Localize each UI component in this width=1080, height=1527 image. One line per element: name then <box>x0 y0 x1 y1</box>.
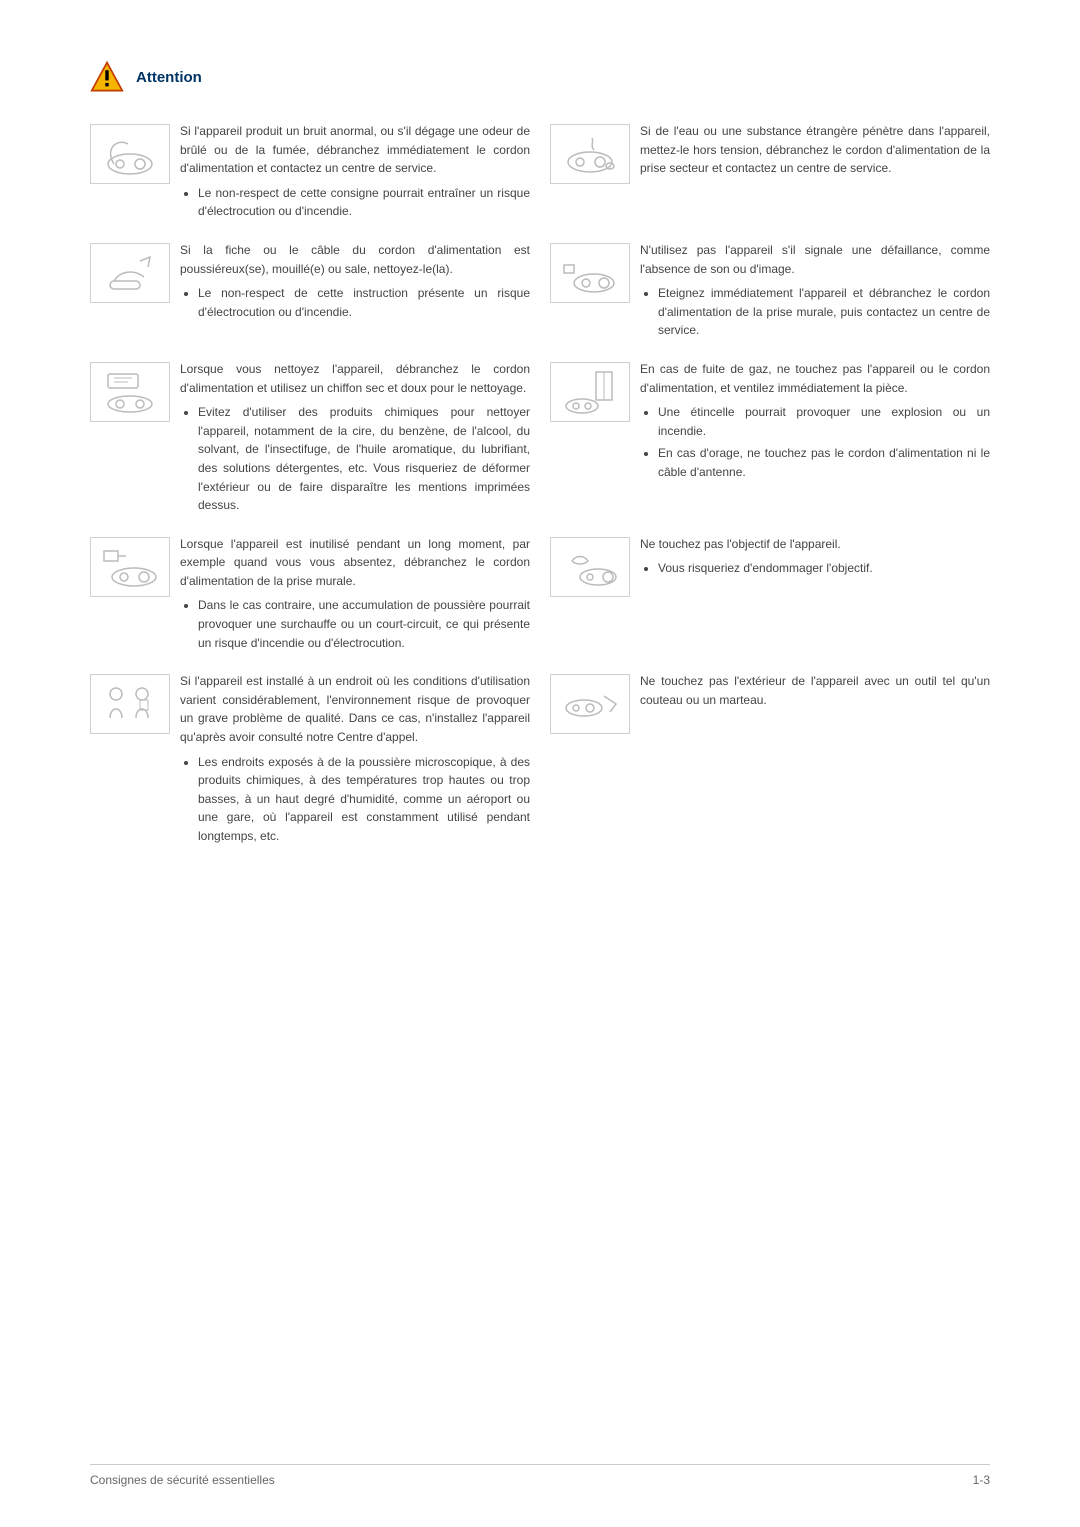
safety-main: Lorsque l'appareil est inutilisé pendant… <box>180 535 530 591</box>
safety-list: Le non-respect de cette consigne pourrai… <box>180 184 530 221</box>
safety-text: Si l'appareil est installé à un endroit … <box>180 672 530 849</box>
safety-bullet: Une étincelle pourrait provoquer une exp… <box>658 403 990 440</box>
safety-main: Si l'appareil produit un bruit anormal, … <box>180 122 530 178</box>
safety-main: Si de l'eau ou une substance étrangère p… <box>640 122 990 178</box>
safety-text: En cas de fuite de gaz, ne touchez pas l… <box>640 360 990 519</box>
safety-main: Si l'appareil est installé à un endroit … <box>180 672 530 746</box>
safety-block: Ne touchez pas l'extérieur de l'appareil… <box>550 672 990 849</box>
safety-main: En cas de fuite de gaz, ne touchez pas l… <box>640 360 990 397</box>
safety-bullet: Eteignez immédiatement l'appareil et déb… <box>658 284 990 340</box>
safety-text: Ne touchez pas l'objectif de l'appareil.… <box>640 535 990 657</box>
safety-text: Ne touchez pas l'extérieur de l'appareil… <box>640 672 990 849</box>
safety-text: Si la fiche ou le câble du cordon d'alim… <box>180 241 530 344</box>
attention-header: Attention <box>90 60 990 94</box>
safety-text: Si de l'eau ou une substance étrangère p… <box>640 122 990 225</box>
safety-main: N'utilisez pas l'appareil s'il signale u… <box>640 241 990 278</box>
safety-block: Ne touchez pas l'objectif de l'appareil.… <box>550 535 990 657</box>
safety-bullet: Dans le cas contraire, une accumulation … <box>198 596 530 652</box>
safety-list: Vous risqueriez d'endommager l'objectif. <box>640 559 990 578</box>
illustration-icon <box>550 362 630 422</box>
safety-block: Si la fiche ou le câble du cordon d'alim… <box>90 241 530 344</box>
safety-block: En cas de fuite de gaz, ne touchez pas l… <box>550 360 990 519</box>
illustration-icon <box>90 537 170 597</box>
illustration-icon <box>550 243 630 303</box>
safety-main: Si la fiche ou le câble du cordon d'alim… <box>180 241 530 278</box>
safety-bullet: Les endroits exposés à de la poussière m… <box>198 753 530 846</box>
warning-icon <box>90 60 124 94</box>
safety-bullet: En cas d'orage, ne touchez pas le cordon… <box>658 444 990 481</box>
safety-text: Si l'appareil produit un bruit anormal, … <box>180 122 530 225</box>
illustration-icon <box>90 674 170 734</box>
safety-block: N'utilisez pas l'appareil s'il signale u… <box>550 241 990 344</box>
safety-list: Eteignez immédiatement l'appareil et déb… <box>640 284 990 340</box>
safety-list: Une étincelle pourrait provoquer une exp… <box>640 403 990 481</box>
safety-list: Dans le cas contraire, une accumulation … <box>180 596 530 652</box>
safety-main: Ne touchez pas l'objectif de l'appareil. <box>640 535 990 554</box>
illustration-icon <box>90 243 170 303</box>
safety-text: Lorsque vous nettoyez l'appareil, débran… <box>180 360 530 519</box>
safety-main: Ne touchez pas l'extérieur de l'appareil… <box>640 672 990 709</box>
safety-block: Si de l'eau ou une substance étrangère p… <box>550 122 990 225</box>
attention-title: Attention <box>136 69 202 86</box>
safety-block: Si l'appareil produit un bruit anormal, … <box>90 122 530 225</box>
footer-right: 1-3 <box>973 1473 990 1487</box>
safety-block: Lorsque l'appareil est inutilisé pendant… <box>90 535 530 657</box>
safety-bullet: Evitez d'utiliser des produits chimiques… <box>198 403 530 515</box>
safety-list: Le non-respect de cette instruction prés… <box>180 284 530 321</box>
safety-list: Les endroits exposés à de la poussière m… <box>180 753 530 846</box>
safety-main: Lorsque vous nettoyez l'appareil, débran… <box>180 360 530 397</box>
illustration-icon <box>550 674 630 734</box>
page-footer: Consignes de sécurité essentielles 1-3 <box>90 1464 990 1487</box>
illustration-icon <box>550 537 630 597</box>
illustration-icon <box>550 124 630 184</box>
illustration-icon <box>90 362 170 422</box>
safety-bullet: Le non-respect de cette instruction prés… <box>198 284 530 321</box>
safety-block: Si l'appareil est installé à un endroit … <box>90 672 530 849</box>
safety-grid: Si l'appareil produit un bruit anormal, … <box>90 122 990 866</box>
safety-text: Lorsque l'appareil est inutilisé pendant… <box>180 535 530 657</box>
safety-bullet: Le non-respect de cette consigne pourrai… <box>198 184 530 221</box>
safety-text: N'utilisez pas l'appareil s'il signale u… <box>640 241 990 344</box>
illustration-icon <box>90 124 170 184</box>
safety-list: Evitez d'utiliser des produits chimiques… <box>180 403 530 515</box>
safety-bullet: Vous risqueriez d'endommager l'objectif. <box>658 559 990 578</box>
safety-block: Lorsque vous nettoyez l'appareil, débran… <box>90 360 530 519</box>
footer-left: Consignes de sécurité essentielles <box>90 1473 275 1487</box>
